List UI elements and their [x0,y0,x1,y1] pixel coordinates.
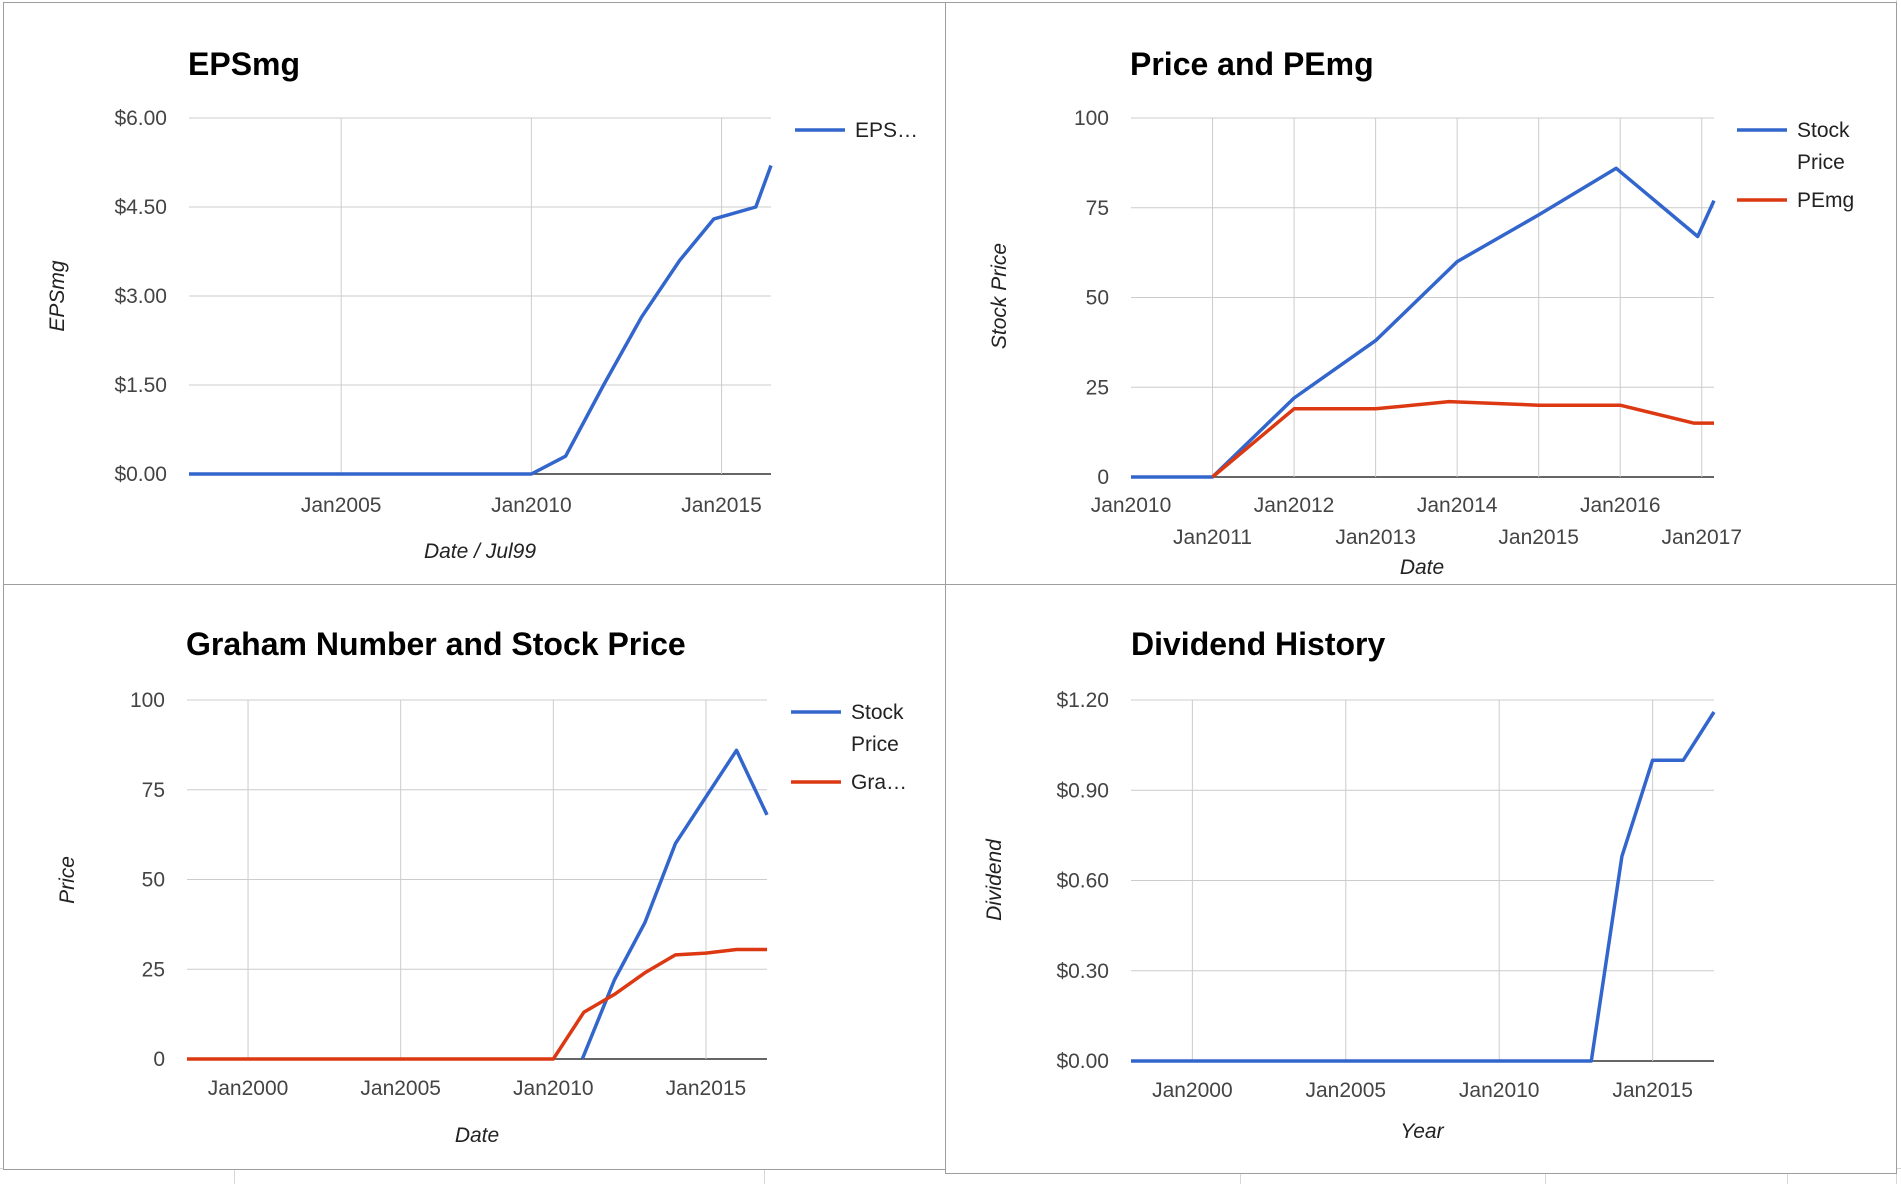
y-tick-label: 25 [1086,376,1109,399]
x-axis-title: Date [1400,556,1444,579]
y-axis-title: Stock Price [988,243,1011,349]
legend-label: PEmg [1797,189,1854,212]
sheet-gridline [1787,1168,1788,1184]
x-tick-label: Jan2000 [1152,1079,1233,1102]
x-tick-label: Jan2010 [513,1077,594,1100]
sheet-gridline [1545,1168,1546,1184]
y-tick-label: $3.00 [114,285,167,308]
legend-label: Stock [1797,119,1850,142]
series-line[interactable] [580,748,769,1060]
y-tick-label: $0.90 [1056,779,1109,802]
y-tick-label: $1.20 [1056,689,1109,712]
chart-panel-dividend[interactable]: Dividend History $0.00 $0.30 $0.60 $0.90 $1.2… [945,584,1897,1174]
legend-label: EPS… [855,119,918,142]
y-tick-label: $0.00 [114,463,167,486]
chart-panel-eps[interactable]: EPSmg $0.00 $1.50 $3.00 $4.50 $6.00 Jan2005 Jan… [3,2,947,586]
y-axis-title: Price [56,856,79,904]
series-line[interactable] [189,164,773,476]
price-pe-chart: Price and PEmg0255075100Jan2010Jan2011Ja… [988,46,1854,579]
y-tick-label: 100 [1074,107,1109,130]
x-axis-title: Year [1400,1120,1444,1143]
series-line[interactable] [1211,399,1715,479]
legend-label: Price [851,733,899,756]
y-axis-title: EPSmg [46,260,69,332]
y-tick-label: $6.00 [114,107,167,130]
chart-title: Dividend History [1131,626,1385,662]
y-tick-label: 25 [142,958,165,981]
sheet-gridline [1240,1168,1241,1184]
eps-chart: EPSmg $0.00 $1.50 $3.00 $4.50 $6.00 Jan2005 Jan… [46,46,918,563]
chart-title: Graham Number and Stock Price [186,626,686,662]
series-line[interactable] [187,947,767,1061]
sheet-gridline [234,1168,235,1184]
x-tick-label: Jan2012 [1254,494,1335,517]
x-axis-title: Date / Jul99 [424,540,536,563]
y-tick-label: 75 [142,779,165,802]
series-line[interactable] [1131,711,1716,1063]
x-tick-label: Jan2015 [681,494,762,517]
dividend-chart: Dividend History $0.00 $0.30 $0.60 $0.90 $1.2… [983,626,1716,1143]
legend-label: Stock [851,701,904,724]
chart-panel-price-pe[interactable]: Price and PEmg 0 25 50 75 100 Jan2010 Jan2011 Ja… [945,2,1897,586]
y-tick-label: 50 [1086,287,1109,310]
chart-title: Price and PEmg [1130,46,1374,82]
x-tick-label: Jan2000 [208,1077,289,1100]
y-tick-label: $1.50 [114,374,167,397]
y-tick-label: 100 [130,689,165,712]
x-tick-label: Jan2013 [1335,526,1416,549]
x-tick-label: Jan2010 [1091,494,1172,517]
x-tick-label: Jan2016 [1580,494,1661,517]
x-tick-label: Jan2014 [1417,494,1498,517]
legend-label: Gra… [851,771,907,794]
x-tick-label: Jan2005 [301,494,382,517]
x-tick-label: Jan2005 [1306,1079,1387,1102]
graham-chart: Graham Number and Stock Price 0 25 50 75 100 J… [56,626,907,1147]
chart-title: EPSmg [188,46,300,82]
sheet-gridline [764,1168,765,1184]
legend-label: Price [1797,151,1845,174]
x-tick-label: Jan2011 [1173,526,1252,549]
y-tick-label: 50 [142,869,165,892]
chart-panel-graham[interactable]: Graham Number and Stock Price 0 25 50 75 100 J… [3,584,947,1170]
y-tick-label: 0 [153,1048,165,1071]
x-tick-label: Jan2010 [491,494,572,517]
series-line[interactable] [1131,166,1716,479]
y-tick-label: 75 [1086,197,1109,220]
x-tick-label: Jan2015 [1498,526,1579,549]
y-axis-title: Dividend [983,838,1006,921]
y-tick-label: $0.60 [1056,870,1109,893]
y-tick-label: $0.00 [1056,1050,1109,1073]
y-tick-label: 0 [1097,466,1109,489]
y-tick-label: $0.30 [1056,960,1109,983]
x-axis-title: Date [455,1124,499,1147]
x-tick-label: Jan2005 [360,1077,441,1100]
x-tick-label: Jan2015 [666,1077,747,1100]
x-tick-label: Jan2015 [1612,1079,1693,1102]
x-tick-label: Jan2010 [1459,1079,1540,1102]
x-tick-label: Jan2017 [1661,526,1742,549]
y-tick-label: $4.50 [114,196,167,219]
